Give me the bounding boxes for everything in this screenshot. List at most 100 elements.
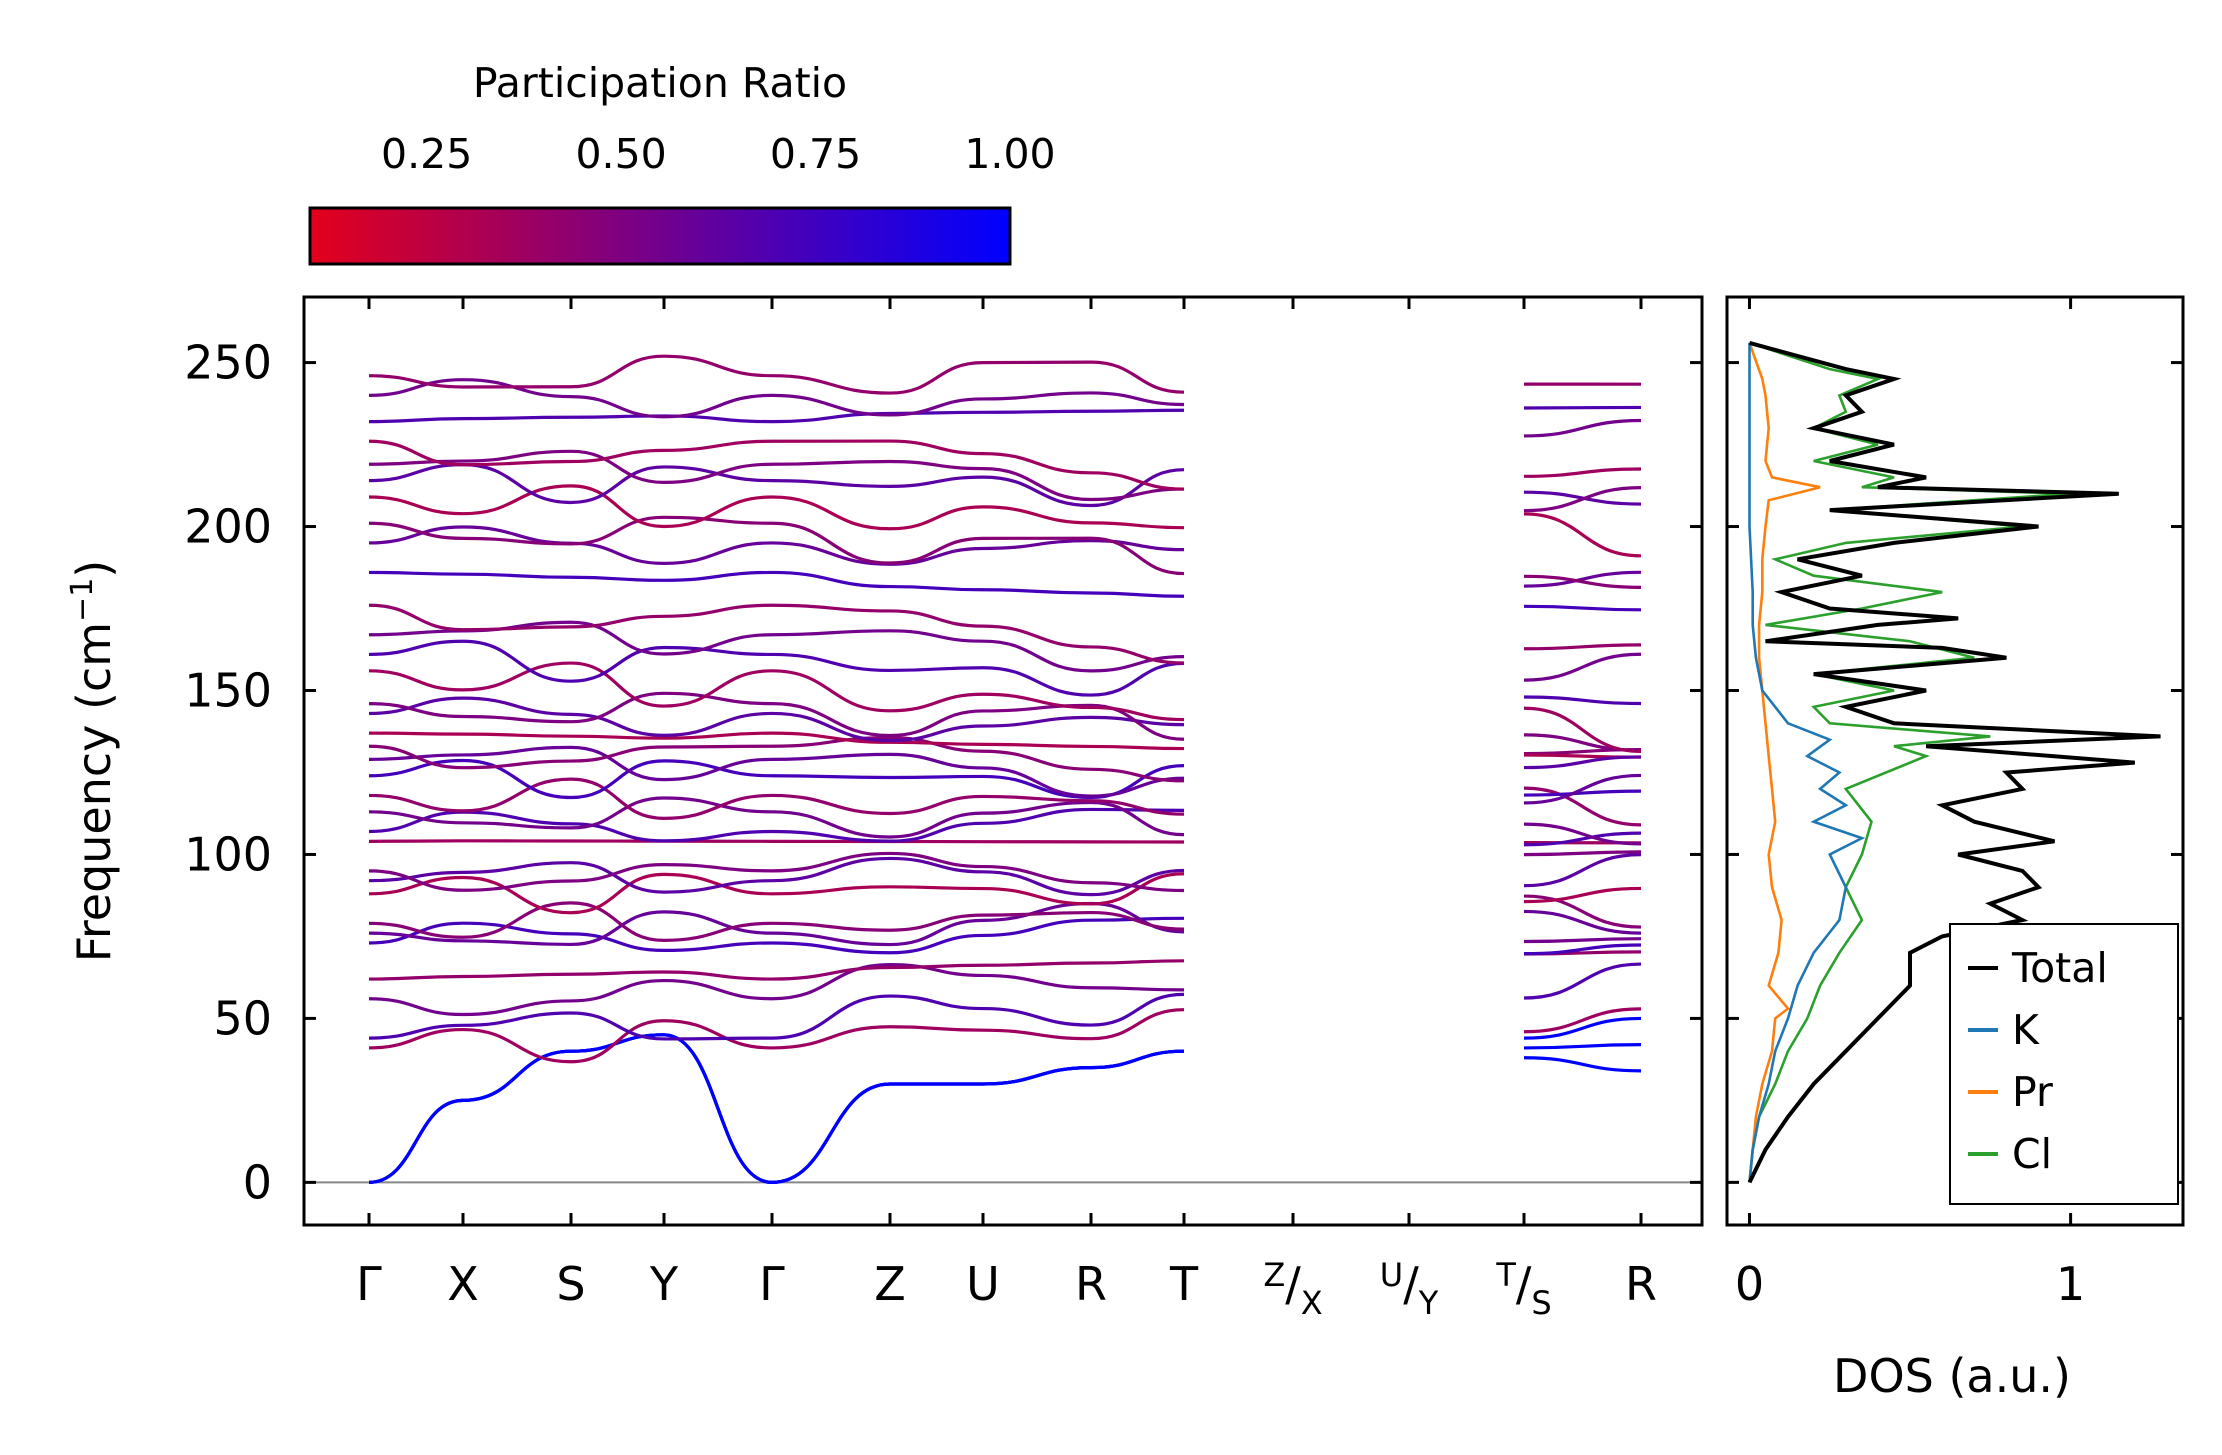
phonon-band: [368, 1033, 1185, 1184]
phonon-band: [1523, 894, 1642, 929]
y-tick-label: 200: [184, 500, 272, 554]
phonon-band: [1523, 695, 1642, 706]
colorbar-title: Participation Ratio: [473, 59, 847, 107]
dos-plot-frame: [1725, 295, 2185, 1227]
y-axis-title-close: ): [67, 560, 121, 578]
phonon-band: [368, 463, 1185, 508]
phonon-band: [368, 1033, 1185, 1184]
phonon-band: [1523, 755, 1642, 770]
legend: Total K Pr Cl: [1949, 923, 2179, 1205]
phonon-band: [368, 1008, 1185, 1064]
phonon-band: [368, 796, 1185, 839]
k-point-label: Γ: [356, 1257, 382, 1311]
phonon-band: [1523, 822, 1642, 846]
phonon-band: [368, 807, 1185, 843]
phonon-band: [368, 916, 1185, 955]
phonon-band: [368, 1033, 1185, 1184]
k-point-label: U/Y: [1380, 1256, 1439, 1322]
phonon-band: [368, 745, 1185, 798]
phonon-band: [1523, 643, 1642, 651]
phonon-band: [368, 758, 1185, 800]
k-point-label: Z: [874, 1257, 906, 1311]
phonon-band: [1523, 486, 1642, 513]
legend-frame: [1949, 923, 2179, 1205]
phonon-band: [368, 484, 1185, 531]
phonon-band: [1523, 962, 1642, 1000]
phonon-band: [1523, 943, 1642, 956]
legend-label: K: [2012, 1006, 2040, 1054]
dos-line-total: [1747, 340, 2161, 1184]
phonon-band: [1523, 1043, 1642, 1050]
phonon-band: [1523, 937, 1642, 944]
colorbar-tick-label: 0.25: [381, 130, 472, 178]
phonon-band: [368, 525, 1185, 566]
phonon-band: [368, 661, 1185, 722]
phonon-band: [1523, 604, 1642, 612]
phonon-band: [368, 354, 1185, 395]
colorbar: Participation Ratio 0.25 0.50 0.75 1.00: [308, 59, 1056, 266]
dos-panel: 0 1 DOS (a.u.) Total K Pr Cl: [1725, 295, 2185, 1403]
phonon-band: [1523, 1007, 1642, 1034]
phonon-band: [1523, 831, 1642, 847]
dos-x-axis-title: DOS (a.u.): [1833, 1349, 2071, 1403]
colorbar-tick-label: 0.50: [575, 130, 666, 178]
band-plot-frame: [302, 295, 1704, 1227]
phonon-band: [368, 992, 1185, 1041]
phonon-band: [368, 962, 1185, 1017]
phonon-band: [1523, 853, 1642, 888]
phonon-band: [1523, 786, 1642, 827]
phonon-band: [368, 449, 1185, 502]
phonon-band: [1523, 909, 1642, 935]
phonon-band: [368, 515, 1185, 576]
k-point-label: X: [447, 1257, 479, 1311]
phonon-band: [1523, 850, 1642, 857]
dos-series: [1747, 340, 2161, 1184]
phonon-bands: [368, 354, 1642, 1184]
phonon-band: [368, 696, 1185, 743]
k-point-label: S: [556, 1257, 585, 1311]
phonon-band: [368, 851, 1185, 893]
phonon-band: [1523, 574, 1642, 589]
phonon-band: [368, 378, 1185, 419]
y-axis-title-text: Frequency (cm: [67, 622, 121, 962]
dos-line-cl: [1748, 341, 2071, 1183]
y-axis-title: Frequency (cm−1): [65, 560, 121, 963]
legend-label: Total: [2011, 944, 2108, 992]
phonon-band: [1523, 418, 1642, 438]
colorbar-tick-label: 0.75: [770, 130, 861, 178]
dos-line-k: [1748, 342, 1866, 1183]
phonon-band: [368, 570, 1185, 598]
phonon-band: [368, 735, 1185, 783]
colorbar-tick-label: 1.00: [964, 130, 1055, 178]
phonon-band: [1523, 467, 1642, 478]
phonon-band: [368, 777, 1185, 820]
phonon-band: [1523, 733, 1642, 753]
band-structure-panel: 0 50 100 150 200 250 Γ X S Y Γ Z U R T Z/X U/Y T/S R Frequ…: [65, 295, 1704, 1322]
k-point-label: Γ: [759, 1257, 785, 1311]
dos-x-tick-label: 0: [1735, 1257, 1764, 1311]
phonon-band: [1523, 1016, 1642, 1040]
phonon-band: [368, 856, 1185, 897]
dos-line-pr: [1748, 342, 1821, 1183]
colorbar-gradient: [308, 206, 1012, 266]
phonon-band: [368, 901, 1185, 942]
legend-label: Cl: [2012, 1130, 2052, 1178]
y-tick-label: 100: [184, 827, 272, 881]
phonon-band: [368, 408, 1185, 424]
y-axis-title-unit: −1: [65, 578, 100, 622]
phonon-band: [368, 959, 1185, 981]
k-point-label: R: [1075, 1257, 1107, 1311]
phonon-band: [368, 603, 1185, 665]
k-point-label: R: [1625, 1257, 1657, 1311]
phonon-band: [1523, 789, 1642, 797]
phonon-band: [1523, 570, 1642, 588]
phonon-band: [1523, 405, 1642, 410]
k-point-label: Y: [649, 1257, 679, 1311]
y-tick-label: 50: [213, 991, 272, 1045]
phonon-band: [368, 439, 1185, 491]
y-tick-label: 0: [243, 1155, 272, 1209]
phonon-band: [1523, 1056, 1642, 1073]
k-point-label: U: [966, 1257, 1000, 1311]
phonon-band: [368, 639, 1185, 697]
